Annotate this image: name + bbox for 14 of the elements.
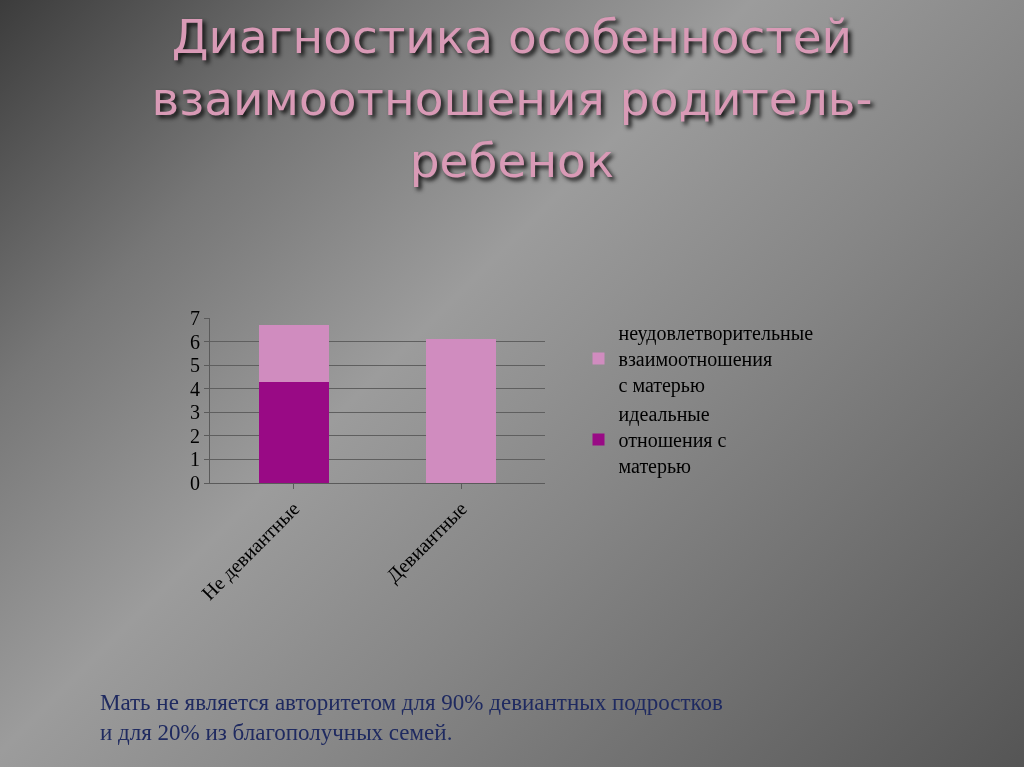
y-tick-label: 6	[190, 330, 200, 353]
bar	[258, 381, 329, 483]
y-tick-label: 5	[190, 354, 200, 377]
y-tick-label: 0	[190, 472, 200, 494]
y-tick-label: 7	[190, 307, 200, 329]
legend-label: идеальные отношения с матерью	[618, 403, 727, 479]
bar	[258, 325, 329, 382]
y-tick-label: 2	[190, 424, 200, 447]
y-tick-label: 1	[190, 448, 200, 471]
bar	[426, 339, 497, 483]
chart-title: Диагностика особенностей взаимоотношения родитель-ребенок	[150, 8, 874, 190]
text: Мать не является авторитетом для 90% девиантных подростков и для 20% из благополучных семей.	[100, 689, 724, 747]
y-tick-label: 4	[190, 377, 200, 400]
y-tick-label: 3	[190, 401, 200, 424]
